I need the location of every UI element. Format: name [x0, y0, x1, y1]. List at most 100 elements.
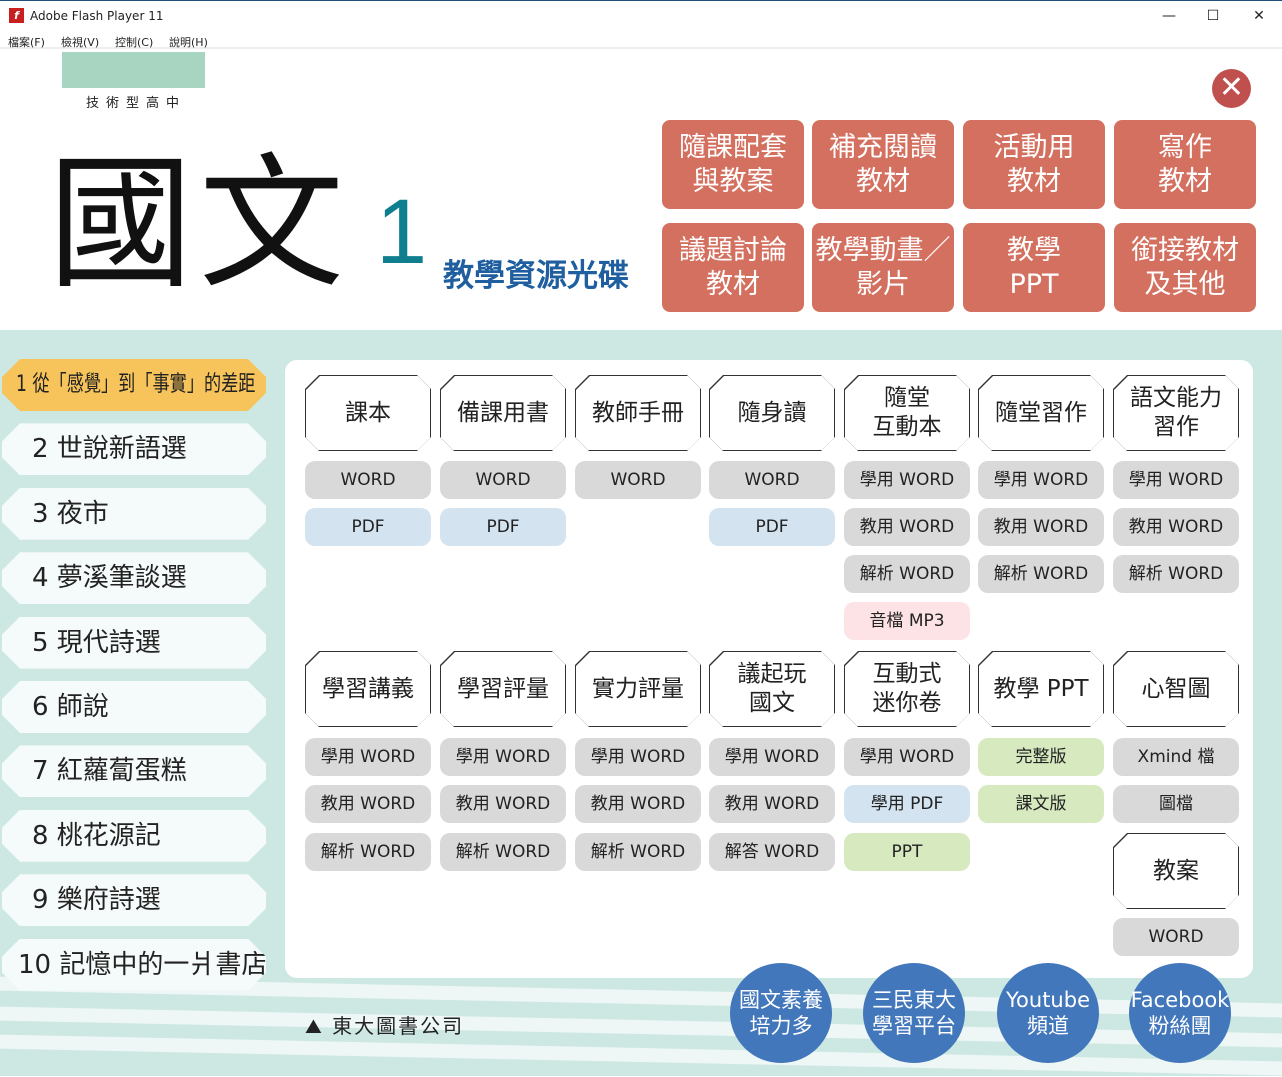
minimize-button[interactable]: — [1162, 8, 1176, 24]
resource-title: 語文能力 習作 [1114, 376, 1238, 450]
menu-view[interactable]: 檢視(V) [61, 36, 100, 49]
sidebar-item-lesson[interactable]: 3 夜市 [2, 487, 266, 540]
file-download-button[interactable]: WORD [305, 461, 431, 499]
sidebar-item-lesson[interactable]: 4 夢溪筆談選 [2, 552, 266, 605]
sidebar-item-lesson[interactable]: 7 紅蘿蔔蛋糕 [2, 745, 266, 798]
footer-link-button[interactable]: 三民東大 學習平台 [863, 963, 965, 1063]
file-download-button[interactable]: 完整版 [978, 738, 1104, 776]
file-download-button[interactable]: 解析 WORD [305, 832, 431, 871]
resource-header-frame: 教學 PPT [978, 651, 1104, 727]
file-download-button[interactable]: 解析 WORD [440, 832, 566, 871]
file-download-button[interactable]: Xmind 檔 [1113, 738, 1239, 776]
file-download-button[interactable]: 學用 WORD [440, 738, 566, 776]
sidebar-item-lesson[interactable]: 5 現代詩選 [2, 616, 266, 669]
file-download-button[interactable]: WORD [1113, 918, 1239, 956]
lesson-label: 4 夢溪筆談選 [32, 563, 187, 594]
file-download-button[interactable]: 學用 WORD [709, 738, 835, 776]
sidebar-item-lesson[interactable]: 6 師說 [2, 681, 266, 733]
top-category-button[interactable]: 教學動畫／ 影片 [812, 223, 954, 312]
sidebar-item-lesson[interactable]: 2 世說新語選 [2, 423, 266, 476]
file-download-button[interactable]: 解析 WORD [844, 555, 970, 593]
resource-title: 隨堂 互動本 [845, 376, 969, 450]
file-download-button[interactable]: PPT [844, 832, 970, 871]
file-download-button[interactable]: 學用 WORD [1113, 461, 1239, 499]
file-download-button[interactable]: WORD [575, 461, 701, 499]
footer-link-button[interactable]: Youtube 頻道 [997, 963, 1099, 1063]
menu-help[interactable]: 說明(H) [169, 36, 208, 49]
file-download-button[interactable]: 教用 WORD [575, 785, 701, 824]
resource-title: 課本 [306, 376, 430, 450]
file-download-button[interactable]: 學用 WORD [844, 738, 970, 776]
resource-title: 隨身讀 [710, 376, 834, 450]
file-download-button[interactable]: 學用 PDF [844, 785, 970, 824]
menu-file[interactable]: 檔案(F) [8, 36, 45, 49]
top-category-button[interactable]: 教學 PPT [963, 223, 1105, 312]
resource-title: 隨堂習作 [979, 376, 1103, 450]
footer-link-button[interactable]: 國文素養 培力多 [730, 963, 832, 1063]
lesson-label: 3 夜市 [32, 498, 109, 529]
sidebar-item-lesson[interactable]: 9 樂府詩選 [2, 874, 266, 927]
file-download-button[interactable]: 教用 WORD [709, 785, 835, 824]
resource-header-frame: 語文能力 習作 [1113, 375, 1239, 451]
maximize-button[interactable]: ☐ [1206, 8, 1220, 24]
resource-title: 心智圖 [1114, 652, 1238, 726]
resource-header-frame: 議起玩 國文 [709, 651, 835, 727]
lesson-label: 5 現代詩選 [32, 627, 161, 658]
resource-title: 教學 PPT [979, 652, 1103, 726]
file-download-button[interactable]: 學用 WORD [575, 738, 701, 776]
publisher-logo: ⛰ 東大圖書公司 [305, 1014, 465, 1038]
top-category-button[interactable]: 寫作 教材 [1114, 120, 1256, 209]
close-icon[interactable]: ✕ [1212, 69, 1251, 108]
top-category-button[interactable]: 補充閱讀 教材 [812, 120, 954, 209]
file-download-button[interactable]: 學用 WORD [305, 738, 431, 776]
resource-header-frame: 隨堂 互動本 [844, 375, 970, 451]
file-download-button[interactable]: 圖檔 [1113, 785, 1239, 824]
resource-header-frame: 教案 [1113, 833, 1239, 909]
resource-header-frame: 教師手冊 [575, 375, 701, 451]
lesson-label: 2 世說新語選 [32, 434, 187, 465]
resource-header-frame: 互動式 迷你卷 [844, 651, 970, 727]
page-title: 國文 [48, 140, 350, 309]
file-download-button[interactable]: 教用 WORD [1113, 508, 1239, 546]
lesson-label: 1 從「感覺」到「事實」的差距 [16, 372, 256, 397]
top-category-button[interactable]: 議題討論 教材 [662, 223, 804, 312]
resource-title: 教師手冊 [576, 376, 700, 450]
sidebar-item-lesson[interactable]: 1 從「感覺」到「事實」的差距 [2, 359, 266, 411]
logo-block [62, 52, 205, 88]
resource-title: 實力評量 [576, 652, 700, 726]
file-download-button[interactable]: 音檔 MP3 [844, 602, 970, 640]
close-window-button[interactable]: ✕ [1253, 8, 1265, 24]
file-download-button[interactable]: 教用 WORD [305, 785, 431, 824]
resource-header-frame: 課本 [305, 375, 431, 451]
lesson-label: 8 桃花源記 [32, 820, 161, 851]
resource-title: 互動式 迷你卷 [845, 652, 969, 726]
file-download-button[interactable]: 解析 WORD [1113, 555, 1239, 593]
top-category-button[interactable]: 銜接教材 及其他 [1114, 223, 1256, 312]
file-download-button[interactable]: PDF [305, 508, 431, 546]
resource-header-frame: 心智圖 [1113, 651, 1239, 727]
file-download-button[interactable]: 解析 WORD [978, 555, 1104, 593]
file-download-button[interactable]: WORD [440, 461, 566, 499]
title-bar: f Adobe Flash Player 11 — ☐ ✕ [0, 0, 1282, 30]
file-download-button[interactable]: 解析 WORD [575, 832, 701, 871]
top-category-button[interactable]: 活動用 教材 [963, 120, 1105, 209]
file-download-button[interactable]: PDF [709, 508, 835, 546]
file-download-button[interactable]: WORD [709, 461, 835, 499]
resource-header-frame: 學習講義 [305, 651, 431, 727]
file-download-button[interactable]: 課文版 [978, 785, 1104, 824]
file-download-button[interactable]: 解答 WORD [709, 832, 835, 871]
file-download-button[interactable]: 學用 WORD [978, 461, 1104, 499]
volume-number: 1 [376, 181, 428, 283]
file-download-button[interactable]: 學用 WORD [844, 461, 970, 499]
menu-control[interactable]: 控制(C) [115, 36, 154, 49]
file-download-button[interactable]: 教用 WORD [978, 508, 1104, 546]
footer-link-button[interactable]: Facebook 粉絲團 [1129, 963, 1231, 1063]
file-download-button[interactable]: 教用 WORD [844, 508, 970, 546]
sidebar-item-lesson[interactable]: 8 桃花源記 [2, 809, 266, 862]
sidebar-item-lesson[interactable]: 10 記憶中的一爿書店 [2, 938, 266, 991]
lesson-label: 9 樂府詩選 [32, 885, 161, 916]
lesson-label: 7 紅蘿蔔蛋糕 [32, 756, 187, 787]
file-download-button[interactable]: 教用 WORD [440, 785, 566, 824]
file-download-button[interactable]: PDF [440, 508, 566, 546]
top-category-button[interactable]: 隨課配套 與教案 [662, 120, 804, 209]
